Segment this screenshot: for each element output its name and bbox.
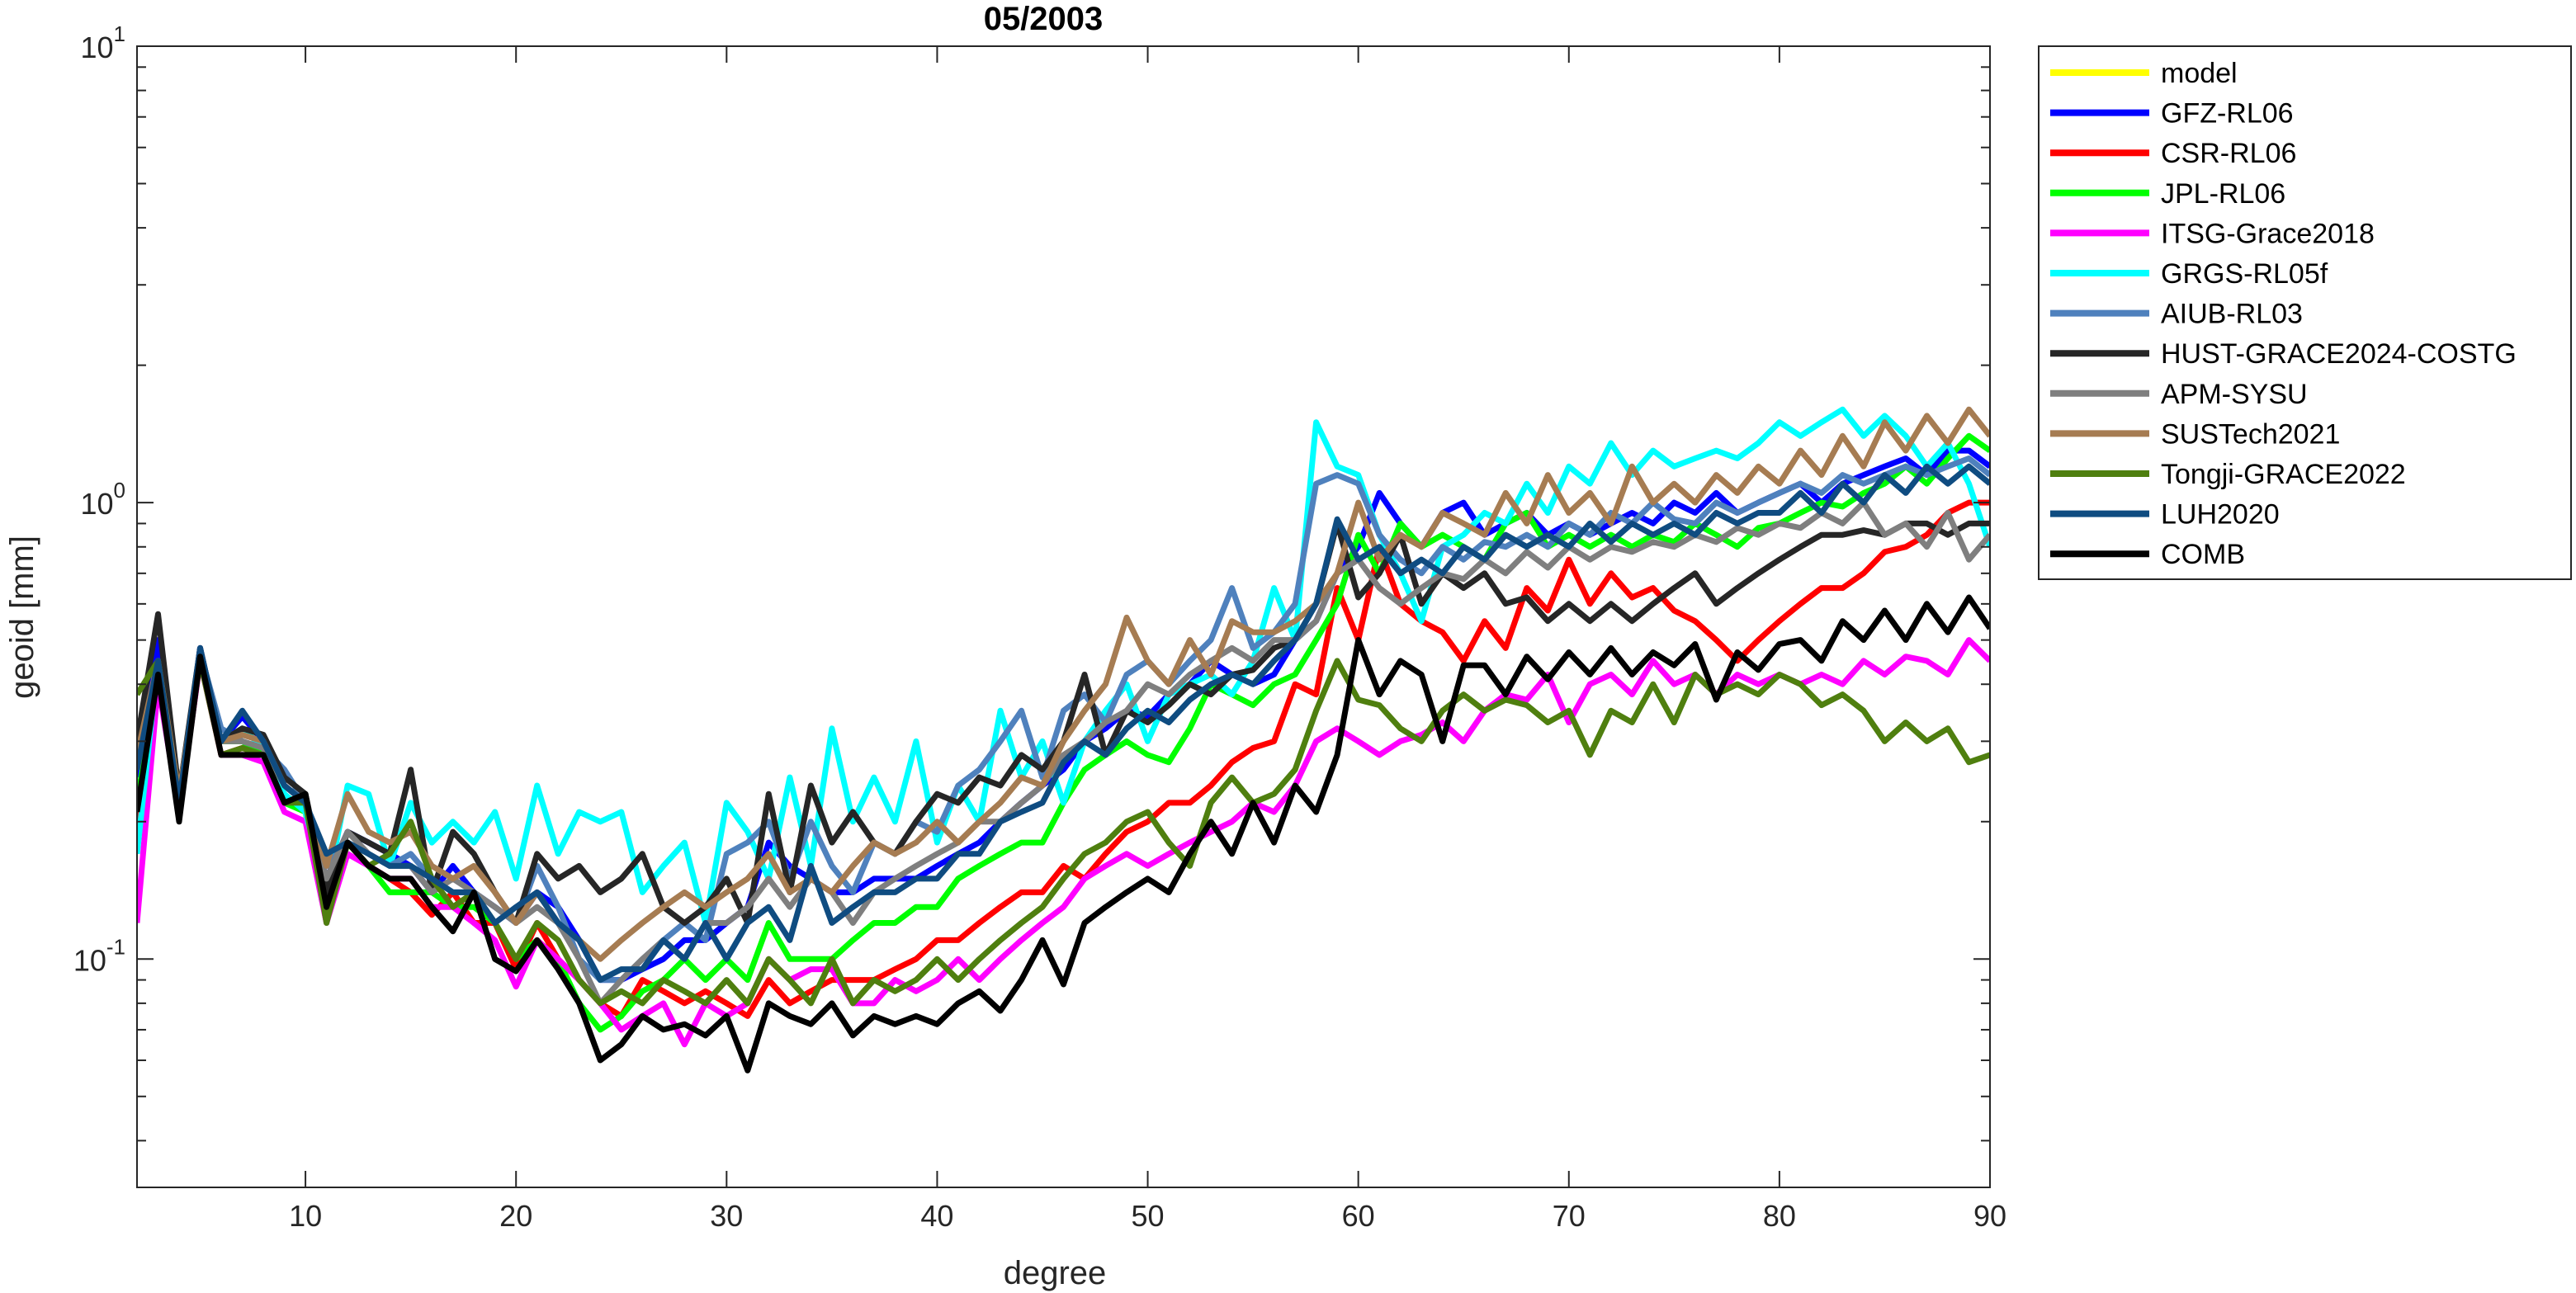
series-line-11 xyxy=(137,463,1990,984)
series-line-8 xyxy=(137,499,1990,1007)
legend-label: model xyxy=(2161,58,2238,89)
legend-label: Tongji-GRACE2022 xyxy=(2161,459,2406,490)
legend-label: AIUB-RL03 xyxy=(2161,299,2303,330)
legend-label: GRGS-RL05f xyxy=(2161,258,2328,290)
x-tick-label: 50 xyxy=(1132,1199,1165,1233)
chart-title: 05/2003 xyxy=(984,1,1104,37)
legend-label: ITSG-Grace2018 xyxy=(2161,218,2375,249)
legend-item-0: model xyxy=(2050,58,2238,89)
x-tick-label: 60 xyxy=(1342,1199,1375,1233)
legend-label: CSR-RL06 xyxy=(2161,138,2296,169)
legend-item-6: AIUB-RL03 xyxy=(2050,299,2303,330)
legend-item-1: GFZ-RL06 xyxy=(2050,98,2294,130)
plot-frame xyxy=(136,45,1991,1188)
x-tick-labels: 10 20 30 40 50 60 70 80 90 xyxy=(289,1199,2006,1233)
legend-item-2: CSR-RL06 xyxy=(2050,138,2296,169)
series-line-4 xyxy=(137,637,1990,1048)
legend-item-11: LUH2020 xyxy=(2050,499,2280,531)
series-line-9 xyxy=(137,406,1990,962)
y-axis-label: geoid [mm] xyxy=(4,536,40,699)
x-tick-label: 90 xyxy=(1973,1199,2006,1233)
legend-label: APM-SYSU xyxy=(2161,379,2308,410)
series-line-12 xyxy=(137,594,1990,1074)
series-line-10 xyxy=(137,658,1990,1007)
legend: model GFZ-RL06 CSR-RL06 JPL-RL06 ITSG-Grace2… xyxy=(2038,45,2572,580)
legend-label: HUST-GRACE2024-COSTG xyxy=(2161,338,2517,370)
legend-label: LUH2020 xyxy=(2161,499,2280,531)
legend-item-7: HUST-GRACE2024-COSTG xyxy=(2050,338,2517,370)
series-layer xyxy=(137,406,1990,1074)
y-tick-label: 101 xyxy=(80,21,125,64)
x-tick-label: 20 xyxy=(499,1199,532,1233)
legend-label: COMB xyxy=(2161,539,2245,570)
legend-item-12: COMB xyxy=(2050,539,2245,570)
x-axis-label: degree xyxy=(1004,1255,1107,1291)
legend-label: JPL-RL06 xyxy=(2161,178,2285,210)
x-tick-label: 10 xyxy=(289,1199,322,1233)
axis-ticks xyxy=(137,45,1991,1187)
legend-label: SUSTech2021 xyxy=(2161,418,2340,450)
legend-item-4: ITSG-Grace2018 xyxy=(2050,218,2375,249)
y-tick-label: 100 xyxy=(80,478,125,521)
series-line-5 xyxy=(137,406,1990,926)
legend-item-5: GRGS-RL05f xyxy=(2050,258,2328,290)
legend-item-9: SUSTech2021 xyxy=(2050,418,2340,450)
x-tick-label: 80 xyxy=(1763,1199,1796,1233)
legend-item-10: Tongji-GRACE2022 xyxy=(2050,459,2406,490)
x-tick-label: 30 xyxy=(710,1199,743,1233)
legend-label: GFZ-RL06 xyxy=(2161,98,2294,130)
y-tick-labels: 10-1 100 101 xyxy=(73,21,125,977)
legend-item-8: APM-SYSU xyxy=(2050,379,2308,410)
y-tick-label: 10-1 xyxy=(73,934,125,977)
x-tick-label: 40 xyxy=(920,1199,953,1233)
x-tick-label: 70 xyxy=(1553,1199,1586,1233)
legend-item-3: JPL-RL06 xyxy=(2050,178,2285,210)
